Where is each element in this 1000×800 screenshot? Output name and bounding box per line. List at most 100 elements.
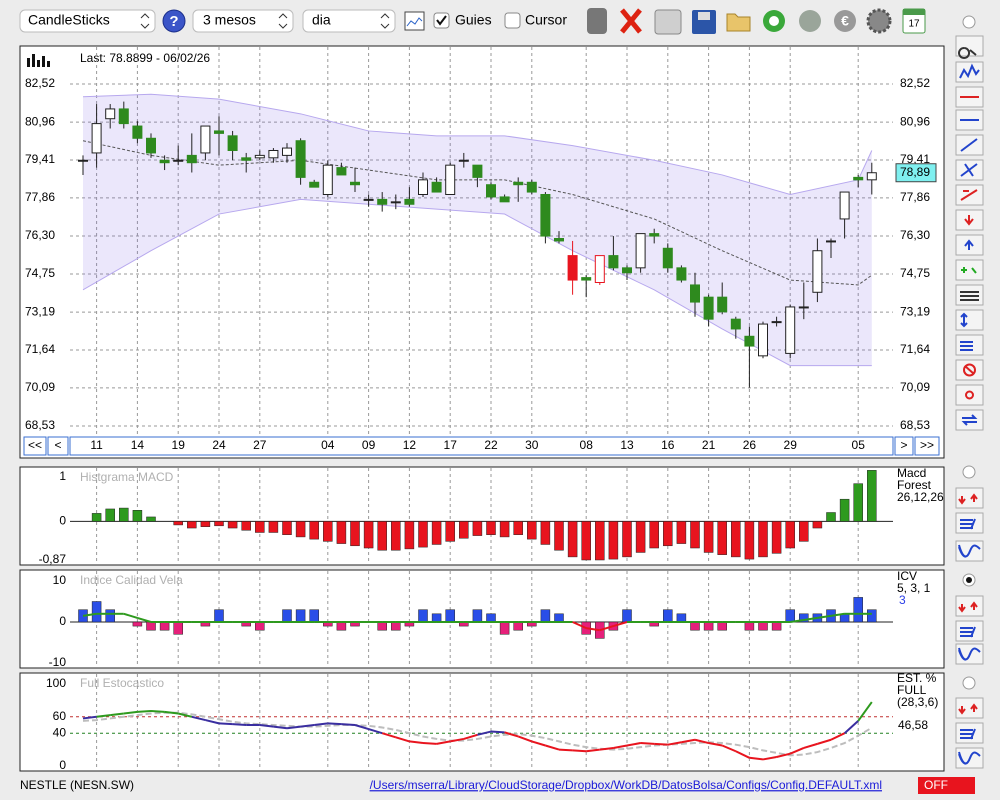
- candle-body: [295, 140, 306, 178]
- bar: [105, 508, 115, 522]
- bar: [486, 613, 496, 623]
- bar: [132, 510, 143, 522]
- candle-body: [118, 108, 129, 125]
- stochastic-k-line: [137, 710, 152, 713]
- nav-prev-label: <: [54, 438, 61, 452]
- bar: [744, 621, 755, 631]
- x-tick-label: 19: [172, 438, 186, 452]
- side-button[interactable]: [955, 697, 984, 719]
- bar: [282, 521, 292, 535]
- bar: [676, 521, 687, 544]
- bar: [676, 613, 687, 623]
- icv-line: [82, 612, 97, 617]
- side-button[interactable]: [955, 309, 984, 331]
- bar: [540, 521, 551, 545]
- candle-body: [390, 201, 401, 204]
- chart-type-value: CandleSticks: [28, 12, 110, 28]
- status-badge[interactable]: [918, 777, 975, 794]
- candle-body: [567, 255, 578, 281]
- chart-type-select[interactable]: [19, 9, 156, 33]
- bar: [91, 601, 102, 623]
- sync-button[interactable]: [799, 10, 821, 32]
- bar: [214, 521, 224, 527]
- candle-body: [839, 191, 850, 220]
- side-button[interactable]: [955, 409, 984, 431]
- nav-last[interactable]: [914, 436, 940, 456]
- stochastic-k-line: [599, 746, 614, 751]
- y-tick-label: 80,96: [25, 114, 55, 128]
- side-button[interactable]: [955, 384, 984, 406]
- help-button[interactable]: [162, 9, 186, 33]
- icv-legend: ICV: [897, 569, 917, 583]
- side-button[interactable]: [955, 595, 984, 617]
- bar: [377, 621, 387, 631]
- candle-body: [336, 167, 347, 176]
- stochastic-k-line: [368, 728, 383, 735]
- stochastic-d-label: 46,58: [898, 718, 928, 732]
- nav-first[interactable]: [23, 436, 47, 456]
- candle-body: [758, 323, 768, 357]
- panel-radio[interactable]: [962, 465, 976, 479]
- bar: [527, 521, 537, 540]
- y-tick-label: 71,64: [25, 342, 55, 356]
- candle-body: [254, 154, 265, 159]
- bar: [336, 621, 347, 631]
- side-icon: [960, 312, 968, 328]
- stochastic-k-line: [96, 714, 111, 718]
- refresh-icon: [769, 16, 779, 26]
- icv-title: Indice Calidad Vela: [80, 573, 183, 587]
- euro-button[interactable]: [834, 10, 856, 32]
- icv-legend: 3: [899, 593, 906, 607]
- bar: [663, 609, 673, 623]
- stochastic-k-line: [531, 740, 546, 747]
- bar: [771, 521, 782, 554]
- config-path-link[interactable]: /Users/mserra/Library/CloudStorage/Dropb…: [370, 778, 882, 792]
- chart-icon[interactable]: [404, 11, 425, 31]
- y-tick-label: 1: [59, 469, 66, 483]
- trash-button[interactable]: [587, 8, 607, 34]
- side-icon: [960, 728, 976, 740]
- band-area: [83, 94, 872, 366]
- y-tick-label: 73,19: [25, 304, 55, 318]
- period-select[interactable]: [192, 9, 294, 33]
- stochastic-k-line: [463, 733, 478, 740]
- candle-body: [282, 147, 292, 156]
- panel-radio[interactable]: [962, 15, 976, 29]
- candle-body: [445, 164, 456, 195]
- delete-button[interactable]: [620, 8, 642, 34]
- stochastic-k-line: [613, 744, 628, 749]
- y-tick-label: 0: [59, 758, 66, 772]
- period-value: 3 mesos: [203, 12, 256, 28]
- interval-select[interactable]: [302, 9, 396, 33]
- nav-prev[interactable]: [47, 436, 69, 456]
- stochastic-k-line: [436, 740, 451, 745]
- bar: [622, 609, 632, 623]
- side-button[interactable]: [955, 487, 984, 509]
- candle-body: [78, 159, 88, 162]
- candle-body: [350, 181, 360, 186]
- bar: [418, 609, 428, 623]
- side-icon: [960, 138, 978, 152]
- bar: [159, 621, 170, 631]
- y-tick-label: 73,19: [900, 304, 930, 318]
- icv-line: [790, 618, 804, 623]
- bar: [282, 609, 292, 623]
- y-tick-label: 68,53: [900, 418, 930, 432]
- cursor-checkbox[interactable]: [504, 12, 521, 29]
- side-button[interactable]: [955, 35, 984, 57]
- side-icon: [960, 291, 979, 301]
- bar: [363, 521, 374, 549]
- y-tick-label: 100: [46, 676, 66, 690]
- nav-next[interactable]: [894, 436, 914, 456]
- stochastic-k-line: [232, 723, 247, 726]
- panel-radio[interactable]: [962, 676, 976, 690]
- candle-body: [581, 277, 592, 281]
- date-axis-bar[interactable]: [69, 436, 894, 456]
- stochastic-k-line: [694, 738, 709, 745]
- settings-button[interactable]: [866, 8, 892, 34]
- side-button[interactable]: [955, 259, 984, 281]
- stochastic-d-line: [82, 711, 873, 757]
- open-button[interactable]: [726, 13, 751, 32]
- print-button[interactable]: [654, 9, 682, 35]
- bar: [744, 521, 755, 560]
